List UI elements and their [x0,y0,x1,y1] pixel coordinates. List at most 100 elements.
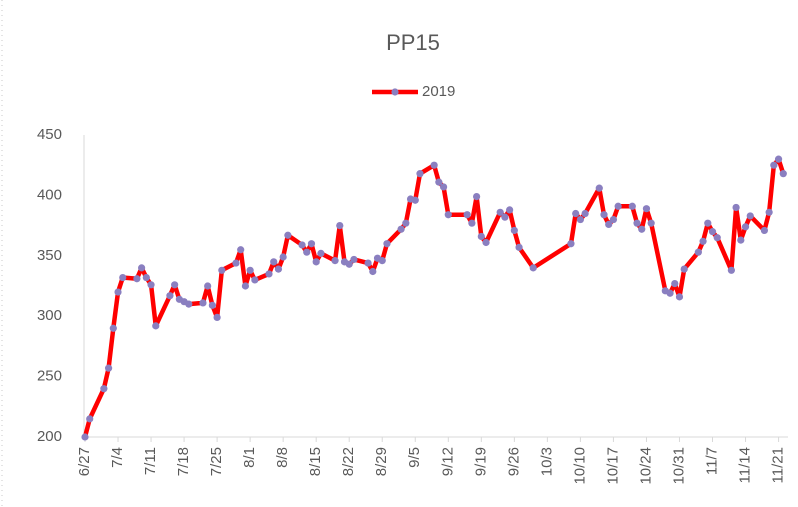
y-tick-label: 300 [37,307,62,324]
point [642,205,651,213]
x-tick-label: 8/29 [373,447,390,476]
point [468,219,476,227]
point [515,243,523,251]
x-tick-label: 9/26 [505,447,522,476]
point [142,273,150,282]
point [463,211,471,219]
point [779,170,787,178]
point [567,240,575,248]
point [506,206,514,214]
point [510,226,518,235]
y-tick-label: 400 [37,186,62,203]
point [699,237,707,245]
point [713,234,721,242]
point [100,385,108,393]
point [336,222,344,230]
x-tick-label: 10/31 [670,447,687,485]
x-tick-label: 9/5 [406,447,423,468]
y-tick-label: 250 [37,368,62,385]
point [581,209,589,218]
x-tick-label: 8/8 [274,447,291,468]
point [265,270,273,278]
point [104,364,113,372]
point [171,281,179,289]
point [402,219,410,227]
point [746,212,754,220]
point [204,282,212,290]
x-tick-label: 11/14 [737,447,754,483]
point [614,202,622,210]
legend-label: 2019 [422,83,455,100]
y-tick-label: 450 [37,126,62,143]
point [307,240,316,248]
point [439,183,448,191]
point [430,161,438,169]
point [378,257,386,265]
point [529,264,537,272]
point [185,300,193,308]
point [152,322,160,330]
point [133,275,141,283]
point [680,265,688,273]
point [345,260,353,268]
point [331,257,339,265]
point [232,259,240,267]
point [741,223,750,231]
point [482,238,490,247]
chart-title: PP15 [386,30,440,55]
point [298,241,306,249]
point [435,178,443,186]
point [312,258,320,266]
point [119,273,127,282]
point [166,292,174,300]
x-tick-label: 9/12 [439,447,456,476]
point [605,220,613,228]
x-tick-label: 7/25 [208,447,225,476]
point [628,202,636,210]
point [675,293,684,301]
point [473,193,481,201]
legend-marker [391,88,399,96]
x-tick-label: 6/27 [76,447,93,476]
x-tick-label: 8/15 [307,447,324,476]
point [727,266,735,274]
x-tick-label: 11/7 [703,447,720,475]
point [501,213,509,221]
point [383,240,391,248]
point [86,415,94,423]
y-tick-label: 200 [37,428,62,445]
point [411,196,419,204]
point [364,259,372,267]
point [737,236,745,244]
point [270,258,278,266]
point [572,209,580,218]
point [279,253,287,261]
x-tick-label: 7/11 [142,447,159,475]
point [114,288,122,296]
point [81,433,89,441]
point [671,279,679,288]
x-tick-label: 7/18 [175,447,192,476]
x-tick-label: 10/10 [571,447,588,485]
x-tick-label: 11/21 [770,447,787,483]
point [350,255,358,264]
point [760,226,769,235]
point [694,248,702,256]
point [397,225,405,233]
point [666,289,674,297]
point [477,232,485,241]
point [246,266,254,274]
x-tick-label: 8/22 [340,447,357,476]
point [496,208,504,216]
point [303,248,311,256]
y-tick-label: 350 [37,247,62,264]
point [708,228,717,236]
point [218,266,226,274]
point [274,265,283,273]
point [109,324,117,332]
x-tick-label: 7/4 [109,447,126,468]
point [317,249,325,257]
point [138,264,146,272]
x-tick-label: 10/3 [538,447,555,476]
